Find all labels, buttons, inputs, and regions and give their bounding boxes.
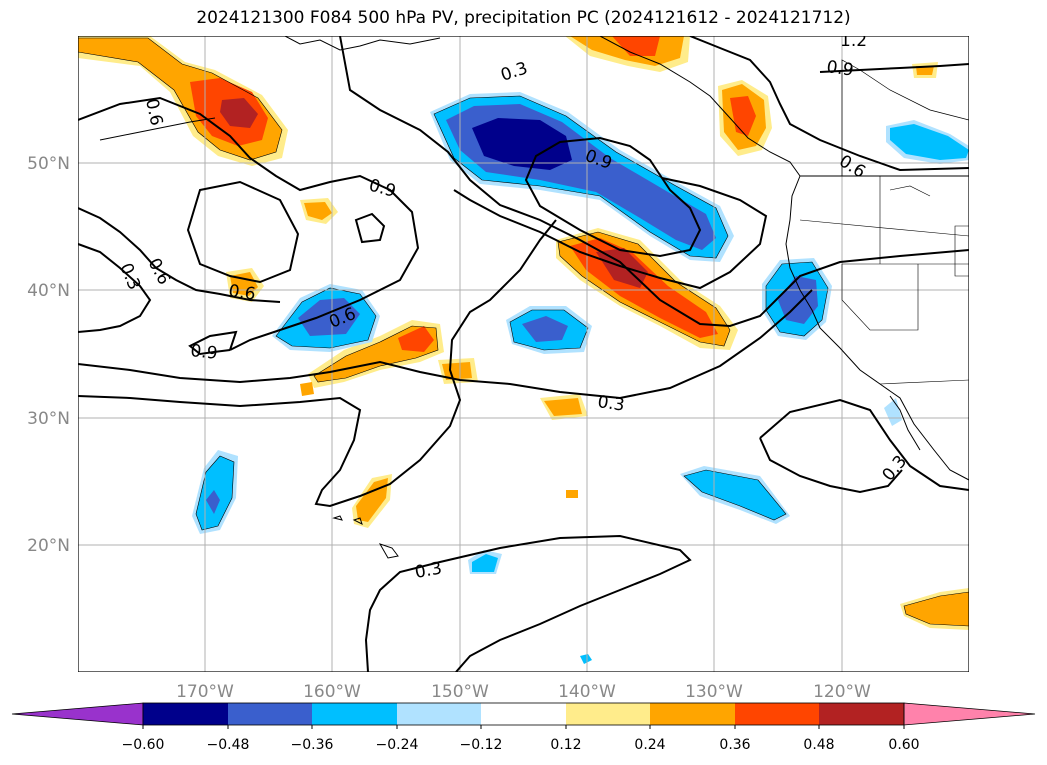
- colorbar-bin: [143, 703, 228, 725]
- map-area: 0.3 0.6 0.9 0.6 0.3 0.6 0.6 0.9 0.9 0.6 …: [78, 31, 969, 672]
- colorbar-bin: [819, 703, 904, 725]
- lat-axis: 50°N 40°N 30°N 20°N: [27, 154, 70, 556]
- colorbar-bin: [566, 703, 650, 725]
- lon-tick: 150°W: [431, 682, 489, 702]
- lon-tick: 120°W: [813, 682, 871, 702]
- colorbar-ticks: −0.60 −0.48 −0.36 −0.24 −0.12 0.12 0.24 …: [122, 737, 920, 753]
- lon-tick: 160°W: [303, 682, 361, 702]
- colorbar-bin: [650, 703, 735, 725]
- contour-label: 1.2: [840, 31, 867, 51]
- colorbar-extend-high: [903, 702, 1036, 726]
- colorbar-bin: [228, 703, 312, 725]
- precip-positive-fill: [78, 36, 969, 630]
- colorbar-tick: 0.48: [803, 737, 834, 753]
- colorbar-extend-low: [11, 702, 144, 726]
- colorbar-tick: 0.60: [888, 737, 919, 753]
- colorbar-tick: −0.36: [291, 737, 334, 753]
- contour-label: 0.9: [189, 341, 218, 364]
- colorbar-tick: 0.12: [550, 737, 581, 753]
- lat-tick: 30°N: [27, 409, 70, 429]
- lat-tick: 50°N: [27, 154, 70, 174]
- colorbar-bin: [735, 703, 819, 725]
- lon-axis: 170°W 160°W 150°W 140°W 130°W 120°W: [176, 682, 871, 702]
- pv-contours: [78, 36, 969, 672]
- colorbar-tick: −0.24: [376, 737, 419, 753]
- colorbar-bin: [312, 703, 397, 725]
- contour-label: 0.6: [227, 281, 257, 305]
- lon-tick: 140°W: [558, 682, 616, 702]
- colorbar-tick: −0.60: [122, 737, 165, 753]
- lon-tick: 130°W: [685, 682, 743, 702]
- contour-label: 0.9: [825, 57, 855, 81]
- colorbar-tick: −0.12: [460, 737, 503, 753]
- contour-label: 0.3: [413, 559, 443, 583]
- contour-label: 0.3: [596, 392, 626, 416]
- colorbar: −0.60 −0.48 −0.36 −0.24 −0.12 0.12 0.24 …: [11, 702, 1036, 753]
- colorbar-tick: 0.24: [634, 737, 665, 753]
- lat-tick: 40°N: [27, 281, 70, 301]
- coastlines: [99, 36, 969, 559]
- lon-tick: 170°W: [176, 682, 234, 702]
- colorbar-bin: [397, 703, 481, 725]
- lat-tick: 20°N: [27, 536, 70, 556]
- figure-title: 2024121300 F084 500 hPa PV, precipitatio…: [196, 8, 851, 28]
- colorbar-tick: −0.48: [207, 737, 250, 753]
- colorbar-bin: [481, 703, 566, 725]
- colorbar-tick: 0.36: [719, 737, 750, 753]
